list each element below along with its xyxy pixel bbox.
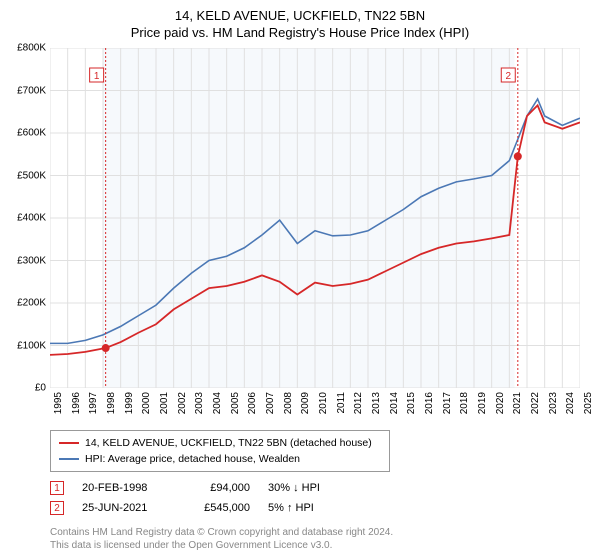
x-tick-label: 2018	[459, 392, 470, 414]
y-tick-label: £300K	[17, 255, 46, 266]
x-tick-label: 2000	[141, 392, 152, 414]
x-tick-label: 1996	[71, 392, 82, 414]
legend-label-red: 14, KELD AVENUE, UCKFIELD, TN22 5BN (det…	[85, 437, 372, 449]
x-tick-label: 2014	[389, 392, 400, 414]
x-tick-label: 2016	[424, 392, 435, 414]
legend-row-blue: HPI: Average price, detached house, Weal…	[59, 451, 381, 467]
sale-diff: 30% ↓ HPI	[268, 482, 348, 494]
y-tick-label: £600K	[17, 128, 46, 139]
sale-date: 25-JUN-2021	[82, 502, 172, 514]
sales-table: 1 20-FEB-1998 £94,000 30% ↓ HPI 2 25-JUN-2021…	[50, 478, 588, 518]
x-tick-label: 2019	[477, 392, 488, 414]
legend: 14, KELD AVENUE, UCKFIELD, TN22 5BN (det…	[50, 430, 390, 472]
x-tick-label: 2008	[283, 392, 294, 414]
x-tick-label: 2003	[194, 392, 205, 414]
legend-swatch-blue	[59, 458, 79, 460]
y-tick-label: £200K	[17, 298, 46, 309]
x-tick-label: 1998	[106, 392, 117, 414]
x-tick-label: 1995	[53, 392, 64, 414]
svg-text:1: 1	[94, 71, 100, 82]
chart-container: 14, KELD AVENUE, UCKFIELD, TN22 5BN Pric…	[0, 0, 600, 552]
x-tick-label: 2022	[530, 392, 541, 414]
x-tick-label: 2011	[336, 392, 347, 414]
x-tick-label: 2001	[159, 392, 170, 414]
y-tick-label: £700K	[17, 85, 46, 96]
x-tick-label: 1999	[124, 392, 135, 414]
x-tick-label: 2020	[495, 392, 506, 414]
y-tick-label: £800K	[17, 43, 46, 54]
svg-text:2: 2	[505, 71, 511, 82]
sale-price: £545,000	[190, 502, 250, 514]
x-tick-label: 2006	[247, 392, 258, 414]
x-tick-label: 2002	[177, 392, 188, 414]
x-tick-label: 2004	[212, 392, 223, 414]
x-tick-label: 2009	[300, 392, 311, 414]
sale-marker: 2	[50, 501, 64, 515]
sale-marker: 1	[50, 481, 64, 495]
y-tick-label: £400K	[17, 213, 46, 224]
legend-label-blue: HPI: Average price, detached house, Weal…	[85, 453, 300, 465]
sale-row: 1 20-FEB-1998 £94,000 30% ↓ HPI	[50, 478, 588, 498]
x-tick-label: 2015	[406, 392, 417, 414]
x-tick-label: 2010	[318, 392, 329, 414]
x-tick-label: 2023	[548, 392, 559, 414]
x-tick-label: 2005	[230, 392, 241, 414]
x-tick-label: 2025	[583, 392, 594, 414]
y-axis-labels: £0£100K£200K£300K£400K£500K£600K£700K£80…	[10, 48, 48, 388]
x-tick-label: 1997	[88, 392, 99, 414]
footer-attribution: Contains HM Land Registry data © Crown c…	[50, 526, 588, 552]
chart-svg: 12	[50, 48, 580, 388]
x-tick-label: 2024	[565, 392, 576, 414]
x-tick-label: 2013	[371, 392, 382, 414]
x-tick-label: 2012	[353, 392, 364, 414]
sale-price: £94,000	[190, 482, 250, 494]
legend-row-red: 14, KELD AVENUE, UCKFIELD, TN22 5BN (det…	[59, 435, 381, 451]
y-tick-label: £500K	[17, 170, 46, 181]
chart-plot-area: 12 £0£100K£200K£300K£400K£500K£600K£700K…	[50, 48, 580, 388]
x-tick-label: 2007	[265, 392, 276, 414]
chart-title-address: 14, KELD AVENUE, UCKFIELD, TN22 5BN	[12, 8, 588, 23]
legend-swatch-red	[59, 442, 79, 444]
x-axis-labels: 1995 1996 1997 1998 1999 2000 2001 2002 2003 2004…	[50, 388, 580, 424]
x-tick-label: 2017	[442, 392, 453, 414]
footer-line1: Contains HM Land Registry data © Crown c…	[50, 526, 588, 539]
y-tick-label: £0	[35, 383, 46, 394]
sale-date: 20-FEB-1998	[82, 482, 172, 494]
chart-title-subtitle: Price paid vs. HM Land Registry's House …	[12, 25, 588, 40]
footer-line2: This data is licensed under the Open Gov…	[50, 539, 588, 552]
y-tick-label: £100K	[17, 340, 46, 351]
sale-diff: 5% ↑ HPI	[268, 502, 348, 514]
sale-row: 2 25-JUN-2021 £545,000 5% ↑ HPI	[50, 498, 588, 518]
x-tick-label: 2021	[512, 392, 523, 414]
